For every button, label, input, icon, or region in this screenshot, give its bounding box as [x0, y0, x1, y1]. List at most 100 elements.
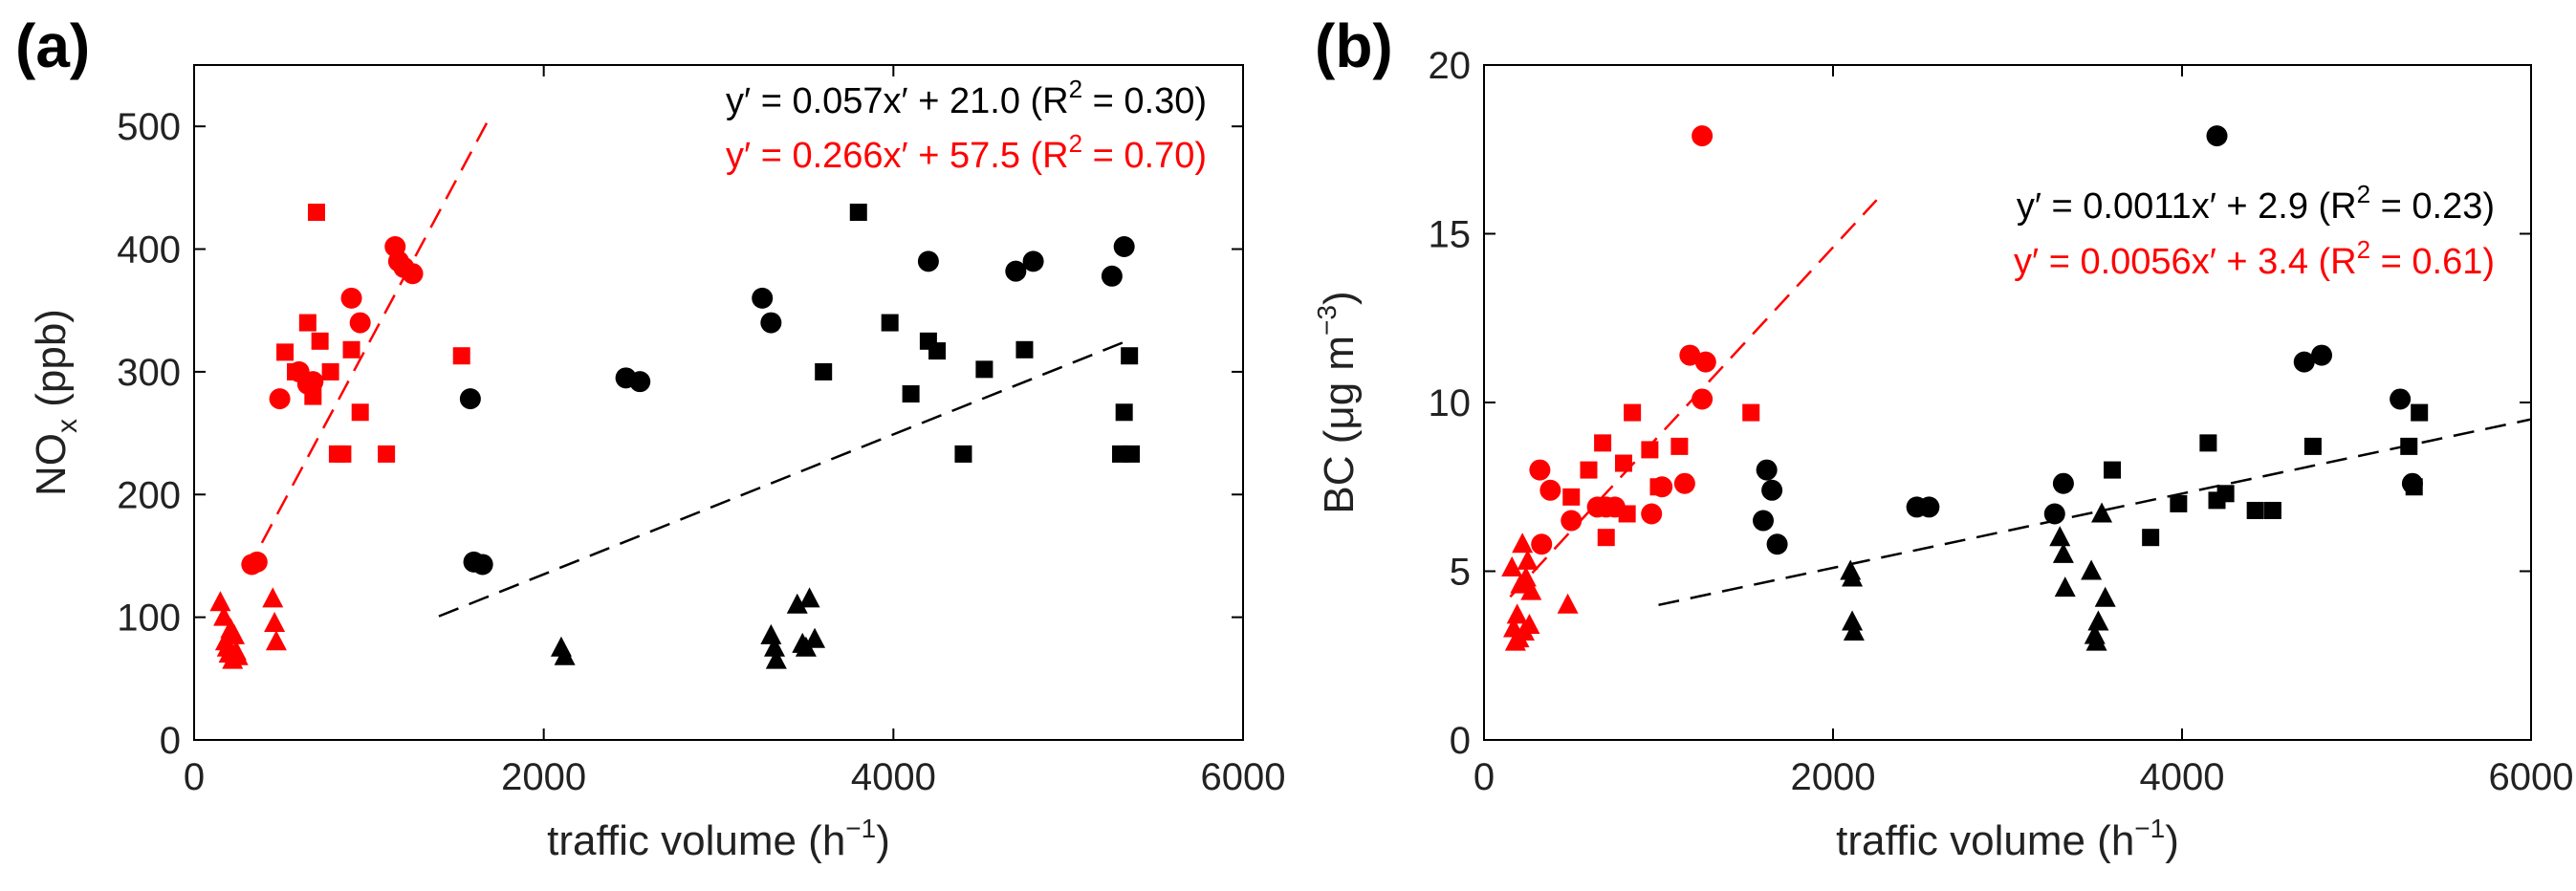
data-point-square	[2303, 437, 2322, 455]
data-point-circle	[1761, 479, 1783, 501]
data-point-square	[1649, 478, 1668, 496]
y-axis-label: NOx (ppb)	[28, 309, 83, 496]
data-point-triangle	[2085, 630, 2107, 651]
data-point-circle	[1101, 265, 1123, 287]
data-point-triangle	[760, 623, 782, 644]
data-point-triangle	[554, 644, 576, 665]
data-point-circle	[471, 554, 493, 576]
data-point-square	[452, 347, 470, 365]
data-point-circle	[1918, 496, 1940, 518]
data-point-triangle	[786, 593, 808, 614]
data-point-circle	[269, 388, 291, 410]
data-point-square	[1742, 403, 1760, 422]
data-point-circle	[1694, 351, 1716, 373]
data-point-circle	[349, 312, 371, 334]
data-point-triangle	[1512, 532, 1534, 554]
data-point-triangle	[2087, 610, 2109, 631]
data-point-square	[902, 385, 920, 403]
data-point-circle	[402, 263, 424, 285]
data-point-square	[1597, 529, 1615, 547]
data-point-circle	[1005, 260, 1027, 282]
data-point-square	[1594, 434, 1612, 452]
data-point-square	[2400, 437, 2418, 455]
x-tick-label: 6000	[1201, 756, 1286, 798]
data-point-square	[1641, 441, 1659, 459]
data-point-circle	[1679, 344, 1701, 366]
data-point-triangle	[209, 591, 231, 612]
data-point-triangle	[1517, 549, 1539, 570]
data-point-square	[1121, 347, 1139, 365]
data-point-triangle	[1506, 603, 1528, 624]
data-point-circle	[1692, 125, 1714, 147]
data-point-triangle	[2052, 542, 2074, 563]
data-point-square	[2216, 485, 2235, 503]
data-point-square	[1015, 340, 1034, 359]
data-point-circle	[1756, 459, 1778, 481]
data-point-square	[321, 362, 339, 380]
data-point-square	[342, 340, 360, 359]
data-point-square	[975, 360, 993, 379]
data-point-triangle	[798, 587, 820, 608]
regression-equation: y′ = 0.0011x′ + 2.9 (R2 = 0.23)	[2017, 180, 2495, 227]
data-point-square	[1562, 488, 1581, 506]
data-point-circle	[1673, 472, 1695, 494]
data-point-square	[2246, 501, 2264, 519]
data-point-triangle	[1520, 579, 1542, 600]
data-point-square	[2142, 529, 2160, 547]
plot-frame	[1483, 64, 2532, 741]
panel-label: (b)	[1315, 11, 1393, 80]
data-point-square	[378, 445, 396, 463]
panel-label: (a)	[15, 11, 90, 80]
data-point-square	[334, 445, 352, 463]
data-point-circle	[2052, 472, 2074, 494]
data-point-triangle	[265, 630, 287, 651]
data-point-triangle	[1842, 610, 1864, 631]
black-fit-line	[438, 338, 1130, 618]
data-point-circle	[917, 250, 939, 272]
x-axis-label: traffic volume (h−1)	[1836, 814, 2179, 864]
data-point-circle	[340, 287, 362, 309]
regression-equation: y′ = 0.057x′ + 21.0 (R2 = 0.30)	[726, 75, 1207, 121]
bc-scatter-chart: (b) 0 2000 4000 6000 0 5 10 15 20 traffic volume (…	[1312, 11, 2573, 864]
x-tick-label: 2000	[1791, 756, 1876, 798]
data-point-square	[1624, 403, 1642, 422]
data-point-triangle	[262, 587, 284, 608]
data-point-triangle	[264, 612, 286, 633]
y-axis-label: BC (μg m−3)	[1312, 291, 1363, 513]
data-point-square	[2263, 501, 2281, 519]
data-point-triangle	[1501, 555, 1523, 576]
data-point-square	[276, 343, 295, 361]
data-point-square	[287, 362, 305, 380]
regression-equation: y′ = 0.0056x′ + 3.4 (R2 = 0.61)	[2014, 235, 2495, 282]
data-point-square	[298, 314, 317, 332]
y-tick-label: 0	[160, 720, 181, 762]
y-tick-label: 100	[117, 598, 181, 640]
y-tick-label: 500	[117, 106, 181, 148]
data-point-circle	[1766, 533, 1788, 555]
data-point-square	[2104, 461, 2121, 479]
data-point-triangle	[1557, 593, 1579, 614]
data-point-square	[2170, 494, 2188, 512]
data-point-circle	[246, 551, 268, 573]
nox-scatter-chart: (a) 0 2000 4000 6000 0 100 200 300 400 500 traffic …	[15, 11, 1286, 864]
data-point-circle	[1561, 510, 1583, 532]
chart-panel-a: (a) 0 2000 4000 6000 0 100 200 300 400 500 traffic …	[15, 11, 1286, 864]
data-point-triangle	[1843, 620, 1865, 641]
data-point-square	[954, 445, 972, 463]
data-point-triangle	[2054, 576, 2076, 598]
y-tick-label: 15	[1429, 214, 1472, 256]
data-point-circle	[760, 312, 782, 334]
data-point-circle	[459, 388, 481, 410]
plot-frame	[193, 64, 1244, 741]
data-point-triangle	[224, 623, 246, 644]
plot-area	[209, 114, 1140, 669]
data-point-triangle	[764, 636, 786, 657]
data-point-circle	[752, 287, 774, 309]
data-point-circle	[302, 371, 324, 393]
data-point-square	[2405, 478, 2423, 496]
y-tick-label: 400	[117, 229, 181, 272]
data-point-triangle	[2081, 559, 2103, 580]
data-point-circle	[1692, 388, 1714, 410]
data-point-triangle	[765, 648, 787, 669]
x-tick-label: 0	[184, 756, 205, 798]
